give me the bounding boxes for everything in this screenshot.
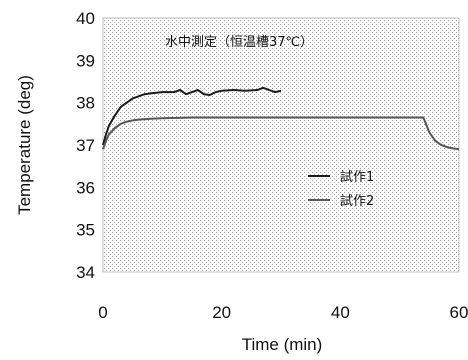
- y-tick-label: 39: [76, 51, 95, 70]
- series-line-1: [102, 86, 282, 146]
- legend-label-2: 試作2: [340, 193, 374, 209]
- y-tick-label: 37: [76, 136, 95, 155]
- x-tick-label: 40: [331, 303, 350, 322]
- y-tick-label: 34: [76, 263, 95, 282]
- y-tick-label: 36: [76, 178, 95, 197]
- x-tick-label: 60: [450, 303, 468, 322]
- y-axis-label: Temperature (deg): [15, 75, 34, 215]
- plot-area: [102, 17, 460, 273]
- legend-label-1: 試作1: [340, 169, 374, 185]
- chart-annotation: 水中測定（恒温槽37℃）: [165, 35, 313, 50]
- y-tick-label: 38: [76, 94, 95, 113]
- x-tick-label: 0: [98, 303, 107, 322]
- x-tick-label: 20: [212, 303, 231, 322]
- series-line-2: [102, 116, 460, 151]
- x-axis-label: Time (min): [242, 335, 323, 354]
- y-tick-label: 35: [76, 221, 95, 240]
- y-tick-label: 40: [76, 9, 95, 28]
